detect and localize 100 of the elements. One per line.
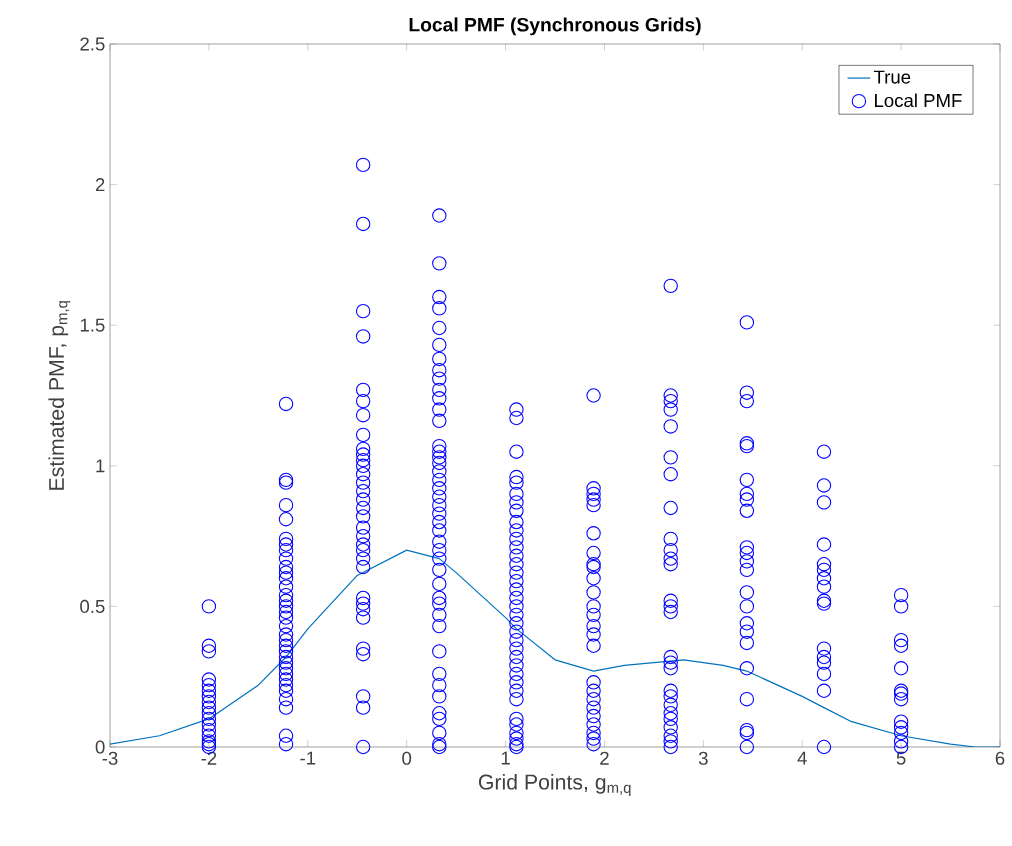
point (355, 739, 371, 755)
point (663, 683, 678, 698)
x-tick-label: -1 (300, 751, 316, 765)
point (278, 537, 294, 552)
point (278, 691, 294, 707)
point (893, 587, 909, 603)
point (663, 739, 678, 755)
point (432, 706, 447, 721)
point (432, 337, 447, 353)
point (739, 472, 755, 488)
point (278, 610, 294, 625)
point (278, 559, 294, 575)
point (278, 644, 294, 659)
y-tick-label: 2.5 (80, 37, 105, 51)
point (663, 551, 678, 566)
point (586, 388, 601, 403)
point (355, 641, 371, 656)
point (586, 492, 601, 507)
point (432, 596, 447, 611)
point (432, 450, 447, 465)
point (586, 481, 601, 496)
point (201, 728, 217, 743)
point (278, 599, 294, 614)
point (432, 677, 447, 693)
point (278, 593, 294, 608)
point (816, 444, 832, 459)
point (586, 683, 601, 698)
point (509, 495, 524, 510)
point (739, 624, 755, 639)
point (432, 362, 447, 378)
x-tick-label: 0 (402, 751, 412, 765)
point (355, 602, 371, 617)
point (663, 393, 678, 409)
point (586, 736, 601, 752)
point (355, 596, 371, 611)
point (509, 711, 524, 727)
point (663, 697, 678, 713)
point (278, 632, 294, 648)
point (201, 683, 217, 698)
point (278, 638, 294, 653)
point (355, 407, 371, 423)
x-axis-title: Grid Points, g$_{m,q}$ (478, 773, 631, 796)
point (509, 573, 524, 589)
point (509, 725, 524, 741)
point (355, 647, 371, 662)
point (432, 489, 447, 504)
point (893, 720, 909, 735)
point (432, 208, 447, 223)
point (355, 509, 371, 524)
point (432, 301, 447, 316)
point (201, 700, 217, 715)
point (278, 512, 294, 527)
point (278, 497, 294, 513)
point (586, 618, 601, 634)
point (432, 542, 447, 558)
legend-label: Local PMF (875, 93, 962, 108)
point (663, 599, 678, 614)
y-tick-label: 0.5 (80, 599, 105, 613)
point (355, 303, 371, 319)
point (509, 486, 524, 502)
point (663, 419, 678, 434)
y-tick-label: 1 (96, 459, 105, 473)
point (893, 661, 909, 676)
point (432, 402, 447, 417)
point (739, 585, 755, 600)
point (509, 683, 524, 698)
point (509, 624, 524, 639)
point (355, 447, 371, 462)
point (663, 649, 678, 665)
point (509, 590, 524, 606)
line-series (110, 549, 1001, 747)
point (586, 717, 601, 732)
point (355, 492, 371, 507)
point (509, 658, 524, 673)
point (816, 478, 832, 493)
point (739, 691, 755, 707)
chart-title: Local PMF (Synchronous Grids) (409, 17, 701, 36)
point (278, 565, 294, 580)
point (432, 514, 447, 530)
point (509, 599, 524, 614)
point (893, 632, 909, 648)
point (739, 545, 755, 561)
x-tick-label: 4 (797, 751, 807, 765)
point (893, 691, 909, 707)
point (586, 731, 601, 746)
point (432, 413, 447, 429)
point (739, 554, 755, 569)
point (509, 565, 524, 580)
point (663, 655, 678, 670)
point (586, 700, 601, 715)
point (432, 382, 447, 398)
point (432, 351, 447, 367)
point (663, 450, 678, 465)
point (586, 607, 601, 623)
x-tick-label: 1 (501, 751, 510, 765)
point (432, 551, 447, 566)
point (355, 537, 371, 552)
point (663, 711, 678, 727)
x-tick-label: 2 (600, 751, 609, 765)
point (586, 638, 601, 653)
